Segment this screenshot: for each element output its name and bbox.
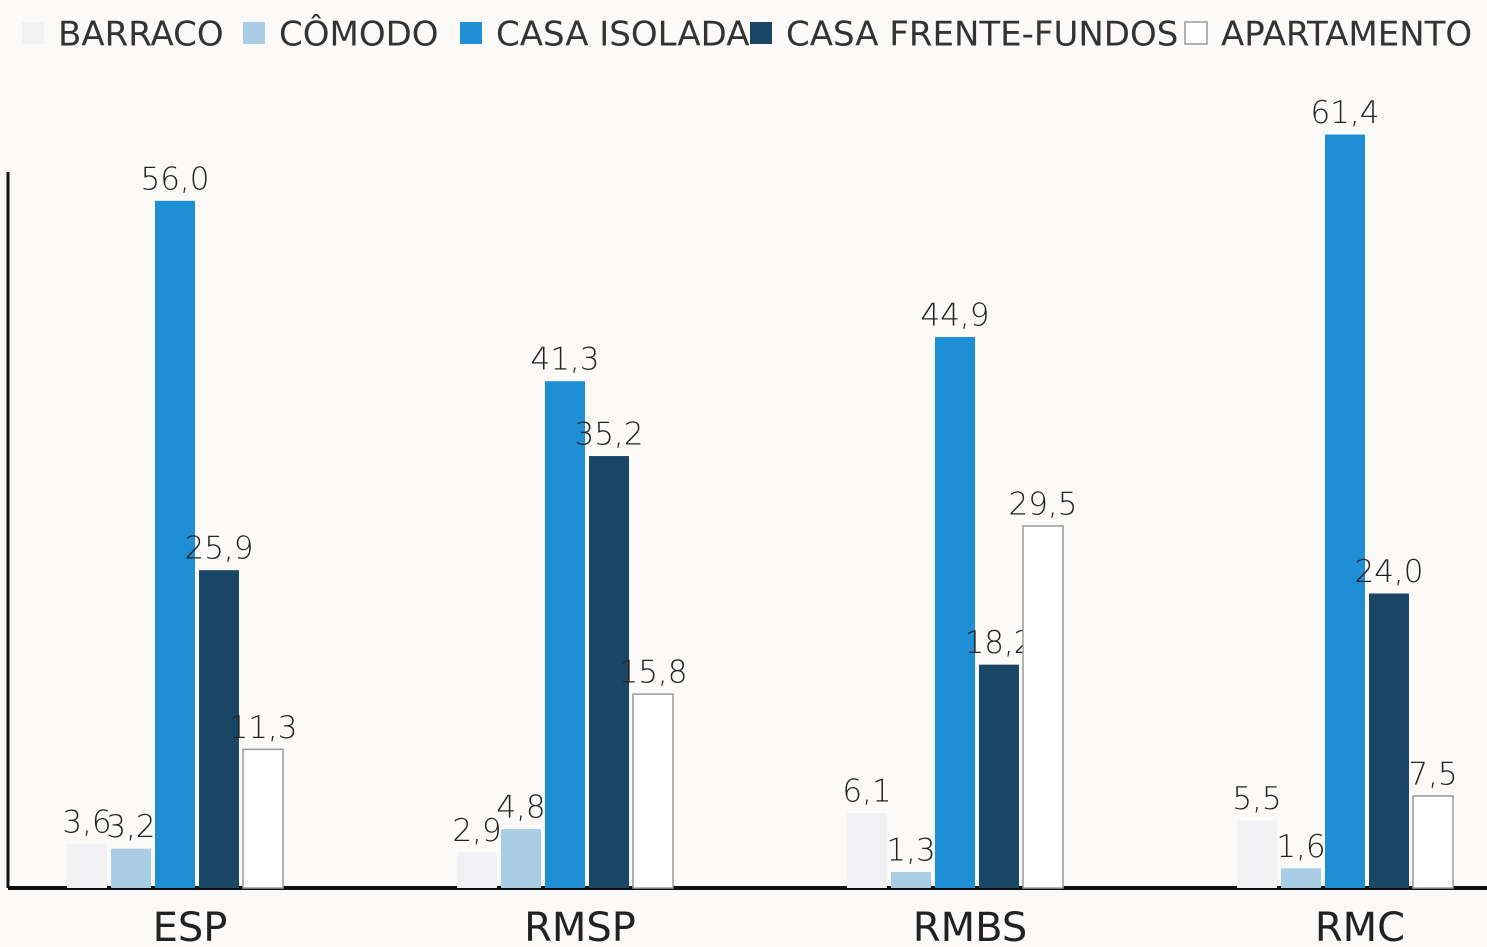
- legend-swatch: [750, 22, 772, 44]
- legend-swatch: [1184, 21, 1208, 45]
- value-label: 4,8: [496, 790, 545, 826]
- bar: [1022, 525, 1064, 889]
- bar: [1237, 820, 1277, 888]
- bar: [501, 829, 541, 888]
- x-tick-label: RMC: [1315, 905, 1405, 947]
- bar: [67, 843, 107, 888]
- bar: [1369, 593, 1409, 888]
- value-label: 61,4: [1310, 95, 1379, 131]
- bar: [155, 200, 195, 889]
- bar: [589, 456, 629, 888]
- value-label: 3,2: [106, 809, 155, 845]
- value-label: 44,9: [920, 298, 989, 334]
- legend-label: BARRACO: [58, 15, 224, 55]
- bar: [632, 693, 674, 889]
- legend-label: CASA FRENTE-FUNDOS: [786, 15, 1178, 55]
- bar: [1412, 795, 1454, 889]
- value-label: 41,3: [530, 342, 599, 378]
- bar: [979, 664, 1019, 888]
- value-label: 25,9: [184, 531, 253, 567]
- bar: [1325, 134, 1365, 888]
- x-tick-label: RMSP: [524, 905, 636, 947]
- value-label: 1,3: [886, 833, 935, 869]
- bar: [1281, 868, 1321, 888]
- legend-label: APARTAMENTO: [1221, 15, 1472, 55]
- legend-label: CÔMODO: [279, 14, 439, 55]
- legend-swatch: [22, 22, 44, 44]
- value-label: 24,0: [1354, 554, 1423, 590]
- value-label: 3,6: [62, 804, 111, 840]
- value-label: 18,2: [964, 625, 1033, 661]
- legend-label: CASA ISOLADA: [496, 15, 749, 55]
- bar: [242, 748, 284, 889]
- x-tick-label: ESP: [153, 905, 228, 947]
- value-label: 11,3: [228, 710, 297, 746]
- legend-swatch: [460, 22, 482, 44]
- value-label: 15,8: [618, 655, 687, 691]
- value-label: 56,0: [140, 161, 209, 197]
- bar: [935, 337, 975, 889]
- bar: [199, 570, 239, 888]
- bar: [847, 813, 887, 888]
- x-tick-label: RMBS: [913, 905, 1027, 947]
- value-label: 7,5: [1408, 756, 1457, 792]
- value-label: 1,6: [1276, 829, 1325, 865]
- value-label: 5,5: [1232, 781, 1281, 817]
- bar: [891, 872, 931, 888]
- legend-swatch: [243, 22, 265, 44]
- bar: [457, 852, 497, 888]
- value-label: 29,5: [1008, 486, 1077, 522]
- bar: [545, 381, 585, 888]
- value-label: 35,2: [574, 417, 643, 453]
- value-label: 2,9: [452, 813, 501, 849]
- value-label: 6,1: [842, 774, 891, 810]
- bar: [111, 848, 151, 888]
